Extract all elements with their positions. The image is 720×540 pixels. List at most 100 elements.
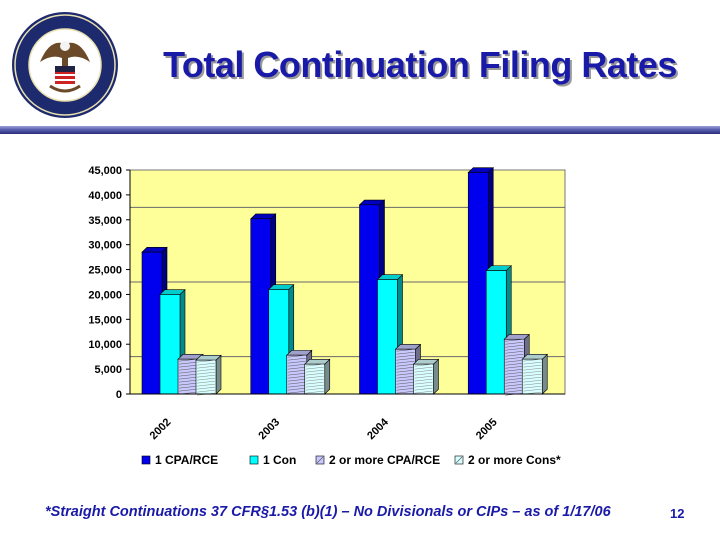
bar-hatch bbox=[523, 370, 542, 374]
bar-hatch bbox=[287, 357, 306, 361]
bar-hatch bbox=[414, 366, 433, 370]
bar-hatch bbox=[414, 369, 433, 373]
bar-front bbox=[413, 363, 434, 395]
bar-front bbox=[377, 279, 398, 395]
bar-hatch bbox=[523, 382, 542, 386]
bar-front bbox=[141, 251, 163, 395]
legend-swatch bbox=[249, 455, 259, 465]
bar-hatch bbox=[287, 375, 306, 379]
bar-hatch bbox=[523, 364, 542, 368]
bar-hatch bbox=[505, 380, 524, 384]
bar-front bbox=[177, 358, 199, 395]
bar-hatch bbox=[178, 379, 198, 383]
legend-label: 2 or more CPA/RCE bbox=[329, 453, 440, 467]
bar-front bbox=[467, 172, 489, 395]
bar-hatch bbox=[505, 353, 524, 357]
bar-hatch bbox=[505, 374, 524, 378]
bar-hatch bbox=[305, 369, 324, 373]
x-tick-label: 2002 bbox=[148, 416, 174, 442]
bar-hatch bbox=[505, 341, 524, 345]
bar-hatch bbox=[178, 361, 198, 365]
bar-hatch bbox=[287, 381, 306, 385]
bar-hatch bbox=[505, 389, 524, 393]
bar-hatch bbox=[396, 363, 415, 367]
legend-hatch bbox=[455, 456, 463, 464]
bar-hatch bbox=[196, 380, 216, 384]
bar-side bbox=[324, 358, 331, 395]
x-tick-label: 2005 bbox=[474, 416, 500, 442]
title-divider bbox=[0, 126, 720, 134]
bar-hatch bbox=[414, 384, 433, 388]
y-tick-label: 25,000 bbox=[88, 265, 122, 277]
bar-hatch bbox=[505, 347, 524, 351]
bar-hatch bbox=[396, 351, 415, 355]
bar-hatch bbox=[414, 372, 433, 376]
x-tick-label: 2004 bbox=[365, 416, 391, 442]
bar-hatch bbox=[305, 381, 324, 385]
y-tick-label: 15,000 bbox=[88, 314, 122, 326]
bar-hatch bbox=[396, 378, 415, 382]
bar-hatch bbox=[196, 374, 216, 378]
bar-hatch bbox=[305, 363, 324, 367]
y-tick-label: 10,000 bbox=[88, 339, 122, 351]
bar-hatch bbox=[196, 383, 216, 387]
bar-hatch bbox=[287, 372, 306, 376]
bar-front bbox=[521, 358, 543, 395]
bar-front bbox=[395, 348, 416, 395]
legend: 1 CPA/RCE 1 Con 2 or more CPA/RCE 2 or more… bbox=[141, 453, 561, 467]
bar-side bbox=[215, 354, 222, 395]
bar-hatch bbox=[305, 390, 324, 394]
bar-hatch bbox=[396, 375, 415, 379]
bar-hatch bbox=[196, 386, 216, 390]
legend-item: 1 Con bbox=[249, 453, 296, 467]
bar-2005-s3 bbox=[521, 353, 548, 395]
bar-hatch bbox=[523, 367, 542, 371]
bar-front bbox=[304, 363, 326, 395]
bar-hatch bbox=[505, 359, 524, 363]
bar-hatch bbox=[414, 375, 433, 379]
bar-hatch bbox=[287, 384, 306, 388]
bar-front bbox=[485, 270, 507, 395]
bar-hatch bbox=[178, 385, 198, 389]
bar-hatch bbox=[305, 387, 324, 391]
bar-hatch bbox=[287, 387, 306, 391]
bar-hatch bbox=[196, 368, 216, 372]
bar-hatch bbox=[305, 384, 324, 388]
bar-hatch bbox=[396, 348, 415, 352]
y-tick-label: 35,000 bbox=[88, 215, 122, 227]
bar-hatch bbox=[178, 388, 198, 392]
bar-hatch bbox=[305, 375, 324, 379]
bar-hatch bbox=[523, 361, 542, 365]
bar-hatch bbox=[523, 388, 542, 392]
bar-hatch bbox=[505, 383, 524, 387]
bar-hatch bbox=[396, 357, 415, 361]
bar-hatch bbox=[178, 370, 198, 374]
bar-hatch bbox=[178, 358, 198, 362]
bar-hatch bbox=[178, 367, 198, 371]
bar-front bbox=[250, 218, 272, 395]
bar-hatch bbox=[305, 372, 324, 376]
seal-graphic bbox=[12, 12, 118, 118]
bar-hatch bbox=[396, 360, 415, 364]
bar-hatch bbox=[505, 365, 524, 369]
axes bbox=[129, 170, 565, 395]
y-tick-label: 20,000 bbox=[88, 289, 122, 301]
bar-hatch bbox=[396, 384, 415, 388]
bar-hatch bbox=[505, 371, 524, 375]
legend-item: 1 CPA/RCE bbox=[141, 453, 218, 467]
bar-2003-s1 bbox=[268, 283, 295, 395]
bar-hatch bbox=[523, 373, 542, 377]
bar-front bbox=[268, 289, 290, 395]
bar-hatch bbox=[414, 381, 433, 385]
bar-hatch bbox=[505, 338, 524, 342]
bar-side bbox=[433, 358, 439, 395]
bar-hatch bbox=[178, 376, 198, 380]
bar-hatch bbox=[396, 369, 415, 373]
bar-hatch bbox=[396, 354, 415, 358]
bar-hatch bbox=[287, 366, 306, 370]
legend-hatch bbox=[316, 456, 324, 464]
y-tick-label: 0 bbox=[116, 389, 122, 401]
bar-hatch bbox=[396, 372, 415, 376]
bar-hatch bbox=[505, 368, 524, 372]
bar-front bbox=[359, 204, 380, 395]
